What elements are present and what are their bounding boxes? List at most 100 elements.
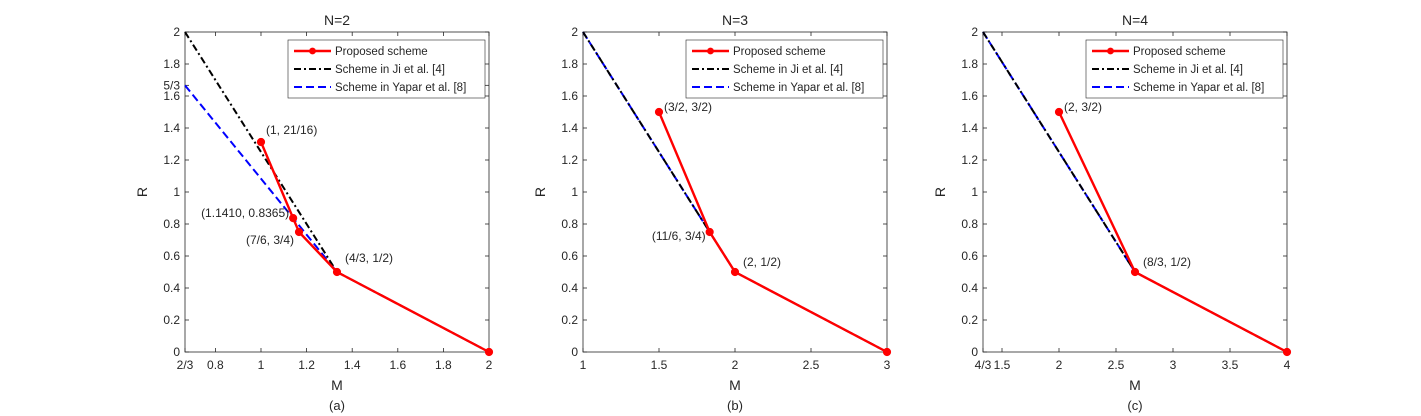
x-tick-label: 4 — [1284, 358, 1291, 372]
point-annotation: (4/3, 1/2) — [345, 251, 393, 265]
chart-panel-3: 4/3 1.5 2 2.5 3 3.5 4 0 0.2 0.4 0.6 0.8 1 1.2 1.4 1.6 1.… — [932, 12, 1292, 413]
chart-panel-2: 1 1.5 2 2.5 3 0 0.2 0.4 0.6 0.8 1 1.2 1.4 1.6 1.8 2 N=3 M… — [532, 12, 892, 413]
x-tick-label: 1.5 — [994, 358, 1011, 372]
y-tick-label: 0.8 — [561, 217, 578, 231]
legend-label-3: Scheme in Yapar et al. [8] — [335, 82, 466, 94]
y-tick-label: 1.6 — [961, 89, 978, 103]
data-point — [1130, 267, 1140, 277]
x-tick-label: 2/3 — [177, 358, 194, 372]
y-tick-label: 1.6 — [561, 89, 578, 103]
series-line-2 — [982, 31, 1288, 353]
point-annotation: (1.1410, 0.8365) — [201, 206, 289, 220]
y-tick-label: 1.2 — [163, 153, 180, 167]
x-tick-label: 3.5 — [1222, 358, 1239, 372]
legend-label-2: Scheme in Ji et al. [4] — [1133, 64, 1243, 76]
data-point — [654, 107, 664, 117]
y-tick-label: 0.4 — [961, 281, 978, 295]
data-point — [730, 267, 740, 277]
legend-label-1: Proposed scheme — [733, 46, 826, 58]
x-tick-label: 1.6 — [389, 358, 406, 372]
data-point — [882, 347, 892, 357]
y-tick-label: 1.2 — [961, 153, 978, 167]
y-tick-label: 0.8 — [961, 217, 978, 231]
x-tick-label: 2.5 — [803, 358, 820, 372]
y-tick-label: 0 — [571, 345, 578, 359]
data-point — [484, 347, 494, 357]
legend-label-3: Scheme in Yapar et al. [8] — [1133, 82, 1264, 94]
point-annotation: (2, 3/2) — [1064, 100, 1102, 114]
legend: Proposed scheme Scheme in Ji et al. [4] Sc… — [685, 39, 884, 99]
x-tick-label: 1.4 — [344, 358, 361, 372]
panel-label: (a) — [329, 398, 345, 413]
y-tick-label: 1.8 — [163, 57, 180, 71]
panel-label: (c) — [1127, 398, 1142, 413]
y-tick-label: 1 — [173, 185, 180, 199]
y-tick-label: 0 — [173, 345, 180, 359]
y-tick-label: 1 — [971, 185, 978, 199]
x-tick-label: 1 — [580, 358, 587, 372]
legend-label-2: Scheme in Ji et al. [4] — [335, 64, 445, 76]
x-tick-label: 0.8 — [207, 358, 224, 372]
legend-marker — [1107, 47, 1114, 55]
y-tick-label: 1.2 — [561, 153, 578, 167]
x-tick-label: 4/3 — [975, 358, 992, 372]
data-point — [705, 227, 714, 237]
point-annotation: (8/3, 1/2) — [1143, 255, 1191, 269]
y-tick-label: 0.2 — [561, 313, 578, 327]
data-point — [1054, 107, 1064, 117]
panel-label: (b) — [727, 398, 743, 413]
y-axis-label: R — [134, 187, 150, 197]
y-tick-label: 2 — [571, 25, 578, 39]
series-line-2 — [184, 31, 490, 353]
point-annotation: (7/6, 3/4) — [246, 233, 294, 247]
x-tick-label: 3 — [1170, 358, 1177, 372]
chart-panel-1: 2/3 0.8 1 1.2 1.4 1.6 1.8 2 0 0.2 0.4 0.6 0.8 1 1.2 1.4… — [134, 12, 494, 413]
x-tick-label: 2 — [1056, 358, 1063, 372]
y-tick-label: 0.2 — [163, 313, 180, 327]
legend-marker — [309, 47, 316, 55]
y-tick-label: 0.8 — [163, 217, 180, 231]
x-tick-label: 1.5 — [651, 358, 668, 372]
legend-label-2: Scheme in Ji et al. [4] — [733, 64, 843, 76]
chart-title: N=4 — [1122, 12, 1148, 28]
chart-title: N=2 — [324, 12, 350, 28]
x-tick-label: 2 — [732, 358, 739, 372]
legend: Proposed scheme Scheme in Ji et al. [4] Sc… — [287, 39, 486, 99]
x-axis-label: M — [1129, 377, 1141, 393]
y-tick-label: 0.2 — [961, 313, 978, 327]
y-tick-label: 5/3 — [163, 78, 180, 92]
data-point — [256, 137, 266, 147]
y-tick-label: 0.6 — [961, 249, 978, 263]
y-tick-label: 1.8 — [961, 57, 978, 71]
data-point — [289, 214, 298, 223]
y-tick-label: 0 — [971, 345, 978, 359]
series-line-1 — [657, 111, 888, 354]
chart-title: N=3 — [722, 12, 748, 28]
y-tick-label: 1.4 — [163, 121, 180, 135]
legend-label-1: Proposed scheme — [1133, 46, 1226, 58]
x-axis-label: M — [729, 377, 741, 393]
data-point — [332, 267, 342, 277]
x-tick-label: 1.8 — [435, 358, 452, 372]
x-tick-label: 1 — [258, 358, 265, 372]
point-annotation: (11/6, 3/4) — [652, 229, 706, 243]
y-tick-label: 2 — [971, 25, 978, 39]
y-tick-label: 0.6 — [163, 249, 180, 263]
legend-label-1: Proposed scheme — [335, 46, 428, 58]
legend-label-3: Scheme in Yapar et al. [8] — [733, 82, 864, 94]
series-line-2 — [582, 31, 888, 353]
x-tick-label: 1.2 — [298, 358, 315, 372]
y-tick-label: 1 — [571, 185, 578, 199]
y-tick-label: 0.4 — [561, 281, 578, 295]
point-annotation: (3/2, 3/2) — [664, 100, 712, 114]
y-tick-label: 1.4 — [961, 121, 978, 135]
y-axis-label: R — [532, 187, 548, 197]
y-tick-label: 1.8 — [561, 57, 578, 71]
y-tick-label: 1.4 — [561, 121, 578, 135]
y-tick-label: 0.6 — [561, 249, 578, 263]
x-axis-label: M — [331, 377, 343, 393]
x-tick-label: 2.5 — [1108, 358, 1125, 372]
data-point — [294, 227, 304, 237]
x-tick-label: 3 — [884, 358, 891, 372]
